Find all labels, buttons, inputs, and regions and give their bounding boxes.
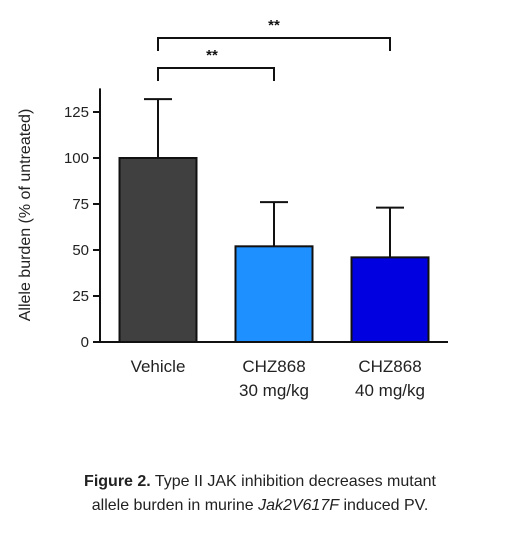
y-tick-label: 0 [81, 334, 89, 351]
bars [118, 157, 430, 344]
caption-line-2: allele burden in murine Jak2V617F induce… [0, 494, 520, 518]
bar-chart: 0 25 50 75 100 125 ** ** Vehicle CHZ868 30 mg/kg… [17, 17, 448, 400]
bar [234, 245, 314, 344]
x-tick-label: CHZ868 [242, 357, 305, 376]
error-bars [144, 98, 404, 258]
y-tick-label: 75 [72, 196, 89, 213]
figure-caption: Figure 2. Type II JAK inhibition decreas… [0, 470, 520, 518]
category-labels: Vehicle CHZ868 30 mg/kg CHZ868 40 mg/kg [131, 357, 425, 400]
bar [118, 157, 198, 343]
significance-label: ** [268, 17, 280, 34]
x-tick-label: Vehicle [131, 357, 186, 376]
caption-text-1: Type II JAK inhibition decreases mutant [150, 473, 436, 490]
significance-bracket [157, 37, 391, 51]
caption-label: Figure 2. [84, 473, 151, 490]
y-tick-label: 100 [64, 150, 89, 167]
caption-text-2: allele burden in murine [91, 497, 259, 514]
significance-label: ** [206, 47, 218, 64]
significance-bracket [157, 67, 275, 81]
y-axis-label: Allele burden (% of untreated) [17, 109, 34, 322]
significance-brackets: ** ** [157, 17, 391, 81]
y-tick-label: 50 [72, 242, 89, 259]
bar [350, 256, 430, 343]
x-tick-label: 30 mg/kg [239, 381, 309, 400]
caption-line-1: Figure 2. Type II JAK inhibition decreas… [0, 470, 520, 494]
y-tick-label: 25 [72, 288, 89, 305]
x-tick-label: 40 mg/kg [355, 381, 425, 400]
y-tick-label: 125 [64, 104, 89, 121]
caption-text-3: induced PV. [339, 497, 429, 514]
x-tick-label: CHZ868 [358, 357, 421, 376]
caption-gene: Jak2V617F [258, 497, 339, 514]
